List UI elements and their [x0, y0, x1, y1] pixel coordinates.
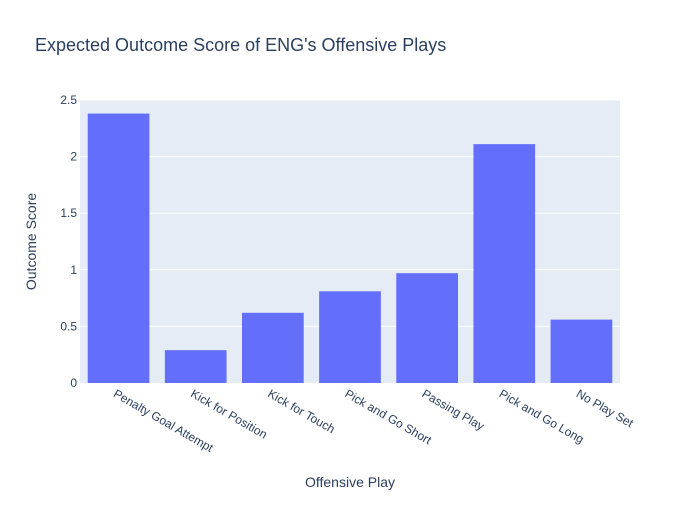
- y-tick-label: 2: [70, 150, 77, 164]
- bars: [87, 113, 613, 384]
- bar[interactable]: [396, 273, 458, 383]
- y-tick-label: 1.5: [60, 206, 77, 220]
- y-tick-label: 2.5: [60, 93, 77, 107]
- bar[interactable]: [164, 350, 227, 383]
- y-axis-title: Outcome Score: [23, 193, 39, 290]
- bar[interactable]: [242, 312, 304, 383]
- x-tick-label: Passing Play: [420, 386, 487, 433]
- x-tick-label: Kick for Touch: [265, 386, 337, 436]
- y-tick-label: 0.5: [60, 319, 77, 333]
- bar[interactable]: [550, 319, 613, 383]
- chart-title: Expected Outcome Score of ENG's Offensiv…: [35, 35, 446, 55]
- x-axis-title: Offensive Play: [305, 474, 395, 490]
- bar[interactable]: [473, 144, 536, 383]
- y-tick-label: 0: [70, 376, 77, 390]
- x-tick-label: No Play Set: [574, 386, 636, 430]
- bar[interactable]: [87, 113, 150, 384]
- bar[interactable]: [319, 291, 381, 383]
- y-axis-ticks: 0 0.5 1 1.5 2 2.5: [60, 93, 77, 390]
- y-tick-label: 1: [70, 263, 77, 277]
- x-tick-label: Pick and Go Long: [497, 386, 587, 446]
